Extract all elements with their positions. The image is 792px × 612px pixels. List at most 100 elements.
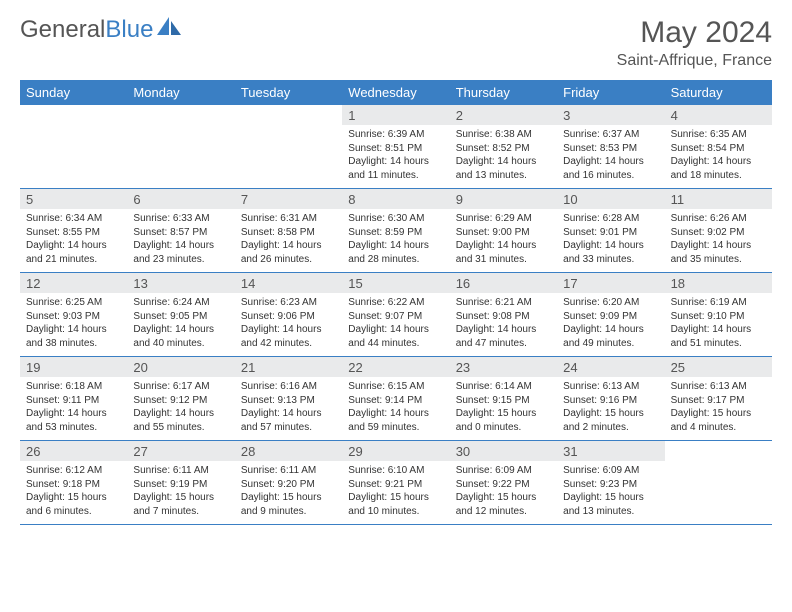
logo-sail-icon xyxy=(157,16,183,44)
brand-part1: General xyxy=(20,16,105,44)
day-number: 2 xyxy=(450,105,557,125)
day-cell: 28Sunrise: 6:11 AMSunset: 9:20 PMDayligh… xyxy=(235,441,342,524)
day-details: Sunrise: 6:30 AMSunset: 8:59 PMDaylight:… xyxy=(342,209,449,272)
day-details: Sunrise: 6:21 AMSunset: 9:08 PMDaylight:… xyxy=(450,293,557,356)
day-details: Sunrise: 6:20 AMSunset: 9:09 PMDaylight:… xyxy=(557,293,664,356)
sunset-line: Sunset: 8:53 PM xyxy=(563,142,658,156)
day-cell: 21Sunrise: 6:16 AMSunset: 9:13 PMDayligh… xyxy=(235,357,342,440)
day-number: 30 xyxy=(450,441,557,461)
sunrise-line: Sunrise: 6:24 AM xyxy=(133,296,228,310)
day-details xyxy=(665,461,772,470)
sunset-line: Sunset: 9:00 PM xyxy=(456,226,551,240)
daylight-line: Daylight: 14 hours and 51 minutes. xyxy=(671,323,766,350)
sunrise-line: Sunrise: 6:31 AM xyxy=(241,212,336,226)
daylight-line: Daylight: 15 hours and 9 minutes. xyxy=(241,491,336,518)
day-number: 6 xyxy=(127,189,234,209)
day-cell: 4Sunrise: 6:35 AMSunset: 8:54 PMDaylight… xyxy=(665,105,772,188)
day-cell: 9Sunrise: 6:29 AMSunset: 9:00 PMDaylight… xyxy=(450,189,557,272)
daylight-line: Daylight: 14 hours and 16 minutes. xyxy=(563,155,658,182)
day-cell xyxy=(20,105,127,188)
day-number: 1 xyxy=(342,105,449,125)
day-number xyxy=(665,441,772,461)
weekday-header: Sunday xyxy=(20,80,127,105)
sunrise-line: Sunrise: 6:30 AM xyxy=(348,212,443,226)
day-cell: 3 Sunrise: 6:37 AMSunset: 8:53 PMDaylight… xyxy=(557,105,664,188)
sunrise-line: Sunrise: 6:35 AM xyxy=(671,128,766,142)
week-row: 19Sunrise: 6:18 AMSunset: 9:11 PMDayligh… xyxy=(20,357,772,441)
day-details: Sunrise: 6:39 AMSunset: 8:51 PMDaylight:… xyxy=(342,125,449,188)
weeks-container: 1Sunrise: 6:39 AMSunset: 8:51 PMDaylight… xyxy=(20,105,772,525)
daylight-line: Daylight: 15 hours and 7 minutes. xyxy=(133,491,228,518)
day-number: 3 xyxy=(557,105,664,125)
sunset-line: Sunset: 9:11 PM xyxy=(26,394,121,408)
day-details: Sunrise: 6:14 AMSunset: 9:15 PMDaylight:… xyxy=(450,377,557,440)
day-details: Sunrise: 6:29 AMSunset: 9:00 PMDaylight:… xyxy=(450,209,557,272)
day-number: 13 xyxy=(127,273,234,293)
day-number: 12 xyxy=(20,273,127,293)
day-cell: 1Sunrise: 6:39 AMSunset: 8:51 PMDaylight… xyxy=(342,105,449,188)
day-cell: 18Sunrise: 6:19 AMSunset: 9:10 PMDayligh… xyxy=(665,273,772,356)
location-label: Saint-Affrique, France xyxy=(617,52,772,70)
day-details: Sunrise: 6:18 AMSunset: 9:11 PMDaylight:… xyxy=(20,377,127,440)
day-number: 14 xyxy=(235,273,342,293)
day-number: 17 xyxy=(557,273,664,293)
day-number: 27 xyxy=(127,441,234,461)
day-number: 28 xyxy=(235,441,342,461)
weekday-header: Saturday xyxy=(665,80,772,105)
day-details: Sunrise: 6:26 AMSunset: 9:02 PMDaylight:… xyxy=(665,209,772,272)
sunrise-line: Sunrise: 6:29 AM xyxy=(456,212,551,226)
daylight-line: Daylight: 14 hours and 53 minutes. xyxy=(26,407,121,434)
day-cell: 16Sunrise: 6:21 AMSunset: 9:08 PMDayligh… xyxy=(450,273,557,356)
sunset-line: Sunset: 8:57 PM xyxy=(133,226,228,240)
day-cell xyxy=(665,441,772,524)
day-number: 21 xyxy=(235,357,342,377)
sunset-line: Sunset: 9:05 PM xyxy=(133,310,228,324)
daylight-line: Daylight: 14 hours and 42 minutes. xyxy=(241,323,336,350)
sunrise-line: Sunrise: 6:10 AM xyxy=(348,464,443,478)
sunrise-line: Sunrise: 6:11 AM xyxy=(241,464,336,478)
page-header: GeneralBlue May 2024 Saint-Affrique, Fra… xyxy=(20,16,772,70)
day-cell: 29Sunrise: 6:10 AMSunset: 9:21 PMDayligh… xyxy=(342,441,449,524)
day-details: Sunrise: 6:19 AMSunset: 9:10 PMDaylight:… xyxy=(665,293,772,356)
weekday-header: Wednesday xyxy=(342,80,449,105)
day-number: 29 xyxy=(342,441,449,461)
day-cell: 30Sunrise: 6:09 AMSunset: 9:22 PMDayligh… xyxy=(450,441,557,524)
sunrise-line: Sunrise: 6:37 AM xyxy=(563,128,658,142)
day-details xyxy=(127,125,234,134)
sunrise-line: Sunrise: 6:17 AM xyxy=(133,380,228,394)
sunset-line: Sunset: 9:22 PM xyxy=(456,478,551,492)
sunrise-line: Sunrise: 6:13 AM xyxy=(671,380,766,394)
daylight-line: Daylight: 14 hours and 57 minutes. xyxy=(241,407,336,434)
day-number xyxy=(235,105,342,125)
day-cell: 22Sunrise: 6:15 AMSunset: 9:14 PMDayligh… xyxy=(342,357,449,440)
day-number: 11 xyxy=(665,189,772,209)
day-cell: 19Sunrise: 6:18 AMSunset: 9:11 PMDayligh… xyxy=(20,357,127,440)
day-details: Sunrise: 6:13 AMSunset: 9:17 PMDaylight:… xyxy=(665,377,772,440)
day-cell: 2Sunrise: 6:38 AMSunset: 8:52 PMDaylight… xyxy=(450,105,557,188)
sunrise-line: Sunrise: 6:19 AM xyxy=(671,296,766,310)
day-number: 16 xyxy=(450,273,557,293)
sunrise-line: Sunrise: 6:12 AM xyxy=(26,464,121,478)
sunrise-line: Sunrise: 6:16 AM xyxy=(241,380,336,394)
day-cell: 26Sunrise: 6:12 AMSunset: 9:18 PMDayligh… xyxy=(20,441,127,524)
daylight-line: Daylight: 14 hours and 59 minutes. xyxy=(348,407,443,434)
sunrise-line: Sunrise: 6:09 AM xyxy=(456,464,551,478)
day-details: Sunrise: 6:22 AMSunset: 9:07 PMDaylight:… xyxy=(342,293,449,356)
sunrise-line: Sunrise: 6:39 AM xyxy=(348,128,443,142)
day-details: Sunrise: 6:24 AMSunset: 9:05 PMDaylight:… xyxy=(127,293,234,356)
sunset-line: Sunset: 8:55 PM xyxy=(26,226,121,240)
day-number: 26 xyxy=(20,441,127,461)
daylight-line: Daylight: 15 hours and 2 minutes. xyxy=(563,407,658,434)
sunset-line: Sunset: 8:54 PM xyxy=(671,142,766,156)
sunset-line: Sunset: 8:58 PM xyxy=(241,226,336,240)
day-cell: 31Sunrise: 6:09 AMSunset: 9:23 PMDayligh… xyxy=(557,441,664,524)
day-details: Sunrise: 6:17 AMSunset: 9:12 PMDaylight:… xyxy=(127,377,234,440)
sunset-line: Sunset: 8:52 PM xyxy=(456,142,551,156)
day-details: Sunrise: 6:09 AMSunset: 9:23 PMDaylight:… xyxy=(557,461,664,524)
month-title: May 2024 xyxy=(617,16,772,50)
day-number xyxy=(127,105,234,125)
day-details xyxy=(20,125,127,134)
sunset-line: Sunset: 9:15 PM xyxy=(456,394,551,408)
daylight-line: Daylight: 15 hours and 10 minutes. xyxy=(348,491,443,518)
sunset-line: Sunset: 9:03 PM xyxy=(26,310,121,324)
